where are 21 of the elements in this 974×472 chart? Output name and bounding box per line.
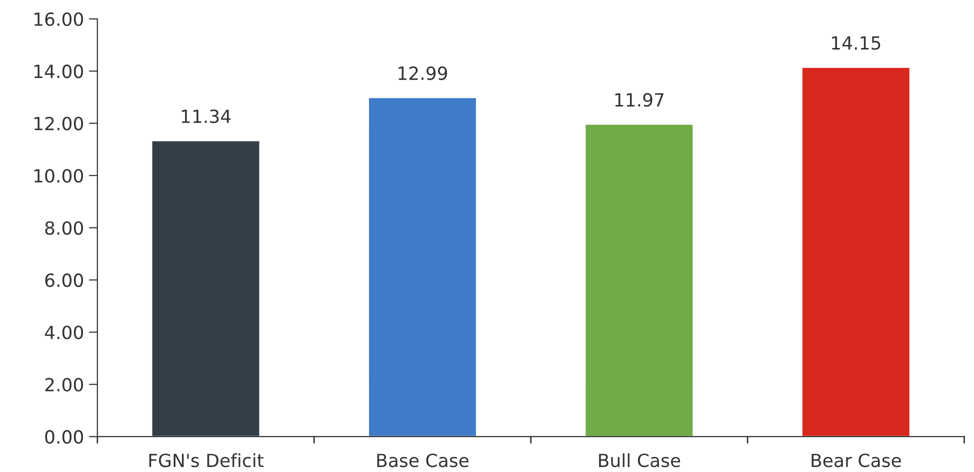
x-tick-label: FGN's Deficit [149,453,264,468]
data-label: 14.15 [832,36,880,50]
y-tick-label: 16.00 [34,12,84,26]
data-label: 11.34 [182,109,231,124]
y-tick-label: 10.00 [34,168,84,183]
data-label: 12.99 [398,66,448,80]
y-tick-label: 0.00 [45,430,84,444]
y-tick-label: 6.00 [45,273,84,288]
y-tick-label: 12.00 [34,116,84,130]
y-tick-label: 2.00 [45,378,84,392]
bar [368,96,478,437]
bar [801,66,911,437]
x-tick-label: Bull Case [599,453,680,468]
bar [584,123,694,437]
data-label: 11.97 [615,93,664,107]
y-tick-label: 8.00 [45,221,84,235]
x-tick-label: Bear Case [812,454,901,468]
y-tick-label: 14.00 [34,64,84,78]
x-tick-label: Base Case [377,454,468,468]
bar [150,140,261,437]
y-tick-label: 4.00 [44,326,84,340]
